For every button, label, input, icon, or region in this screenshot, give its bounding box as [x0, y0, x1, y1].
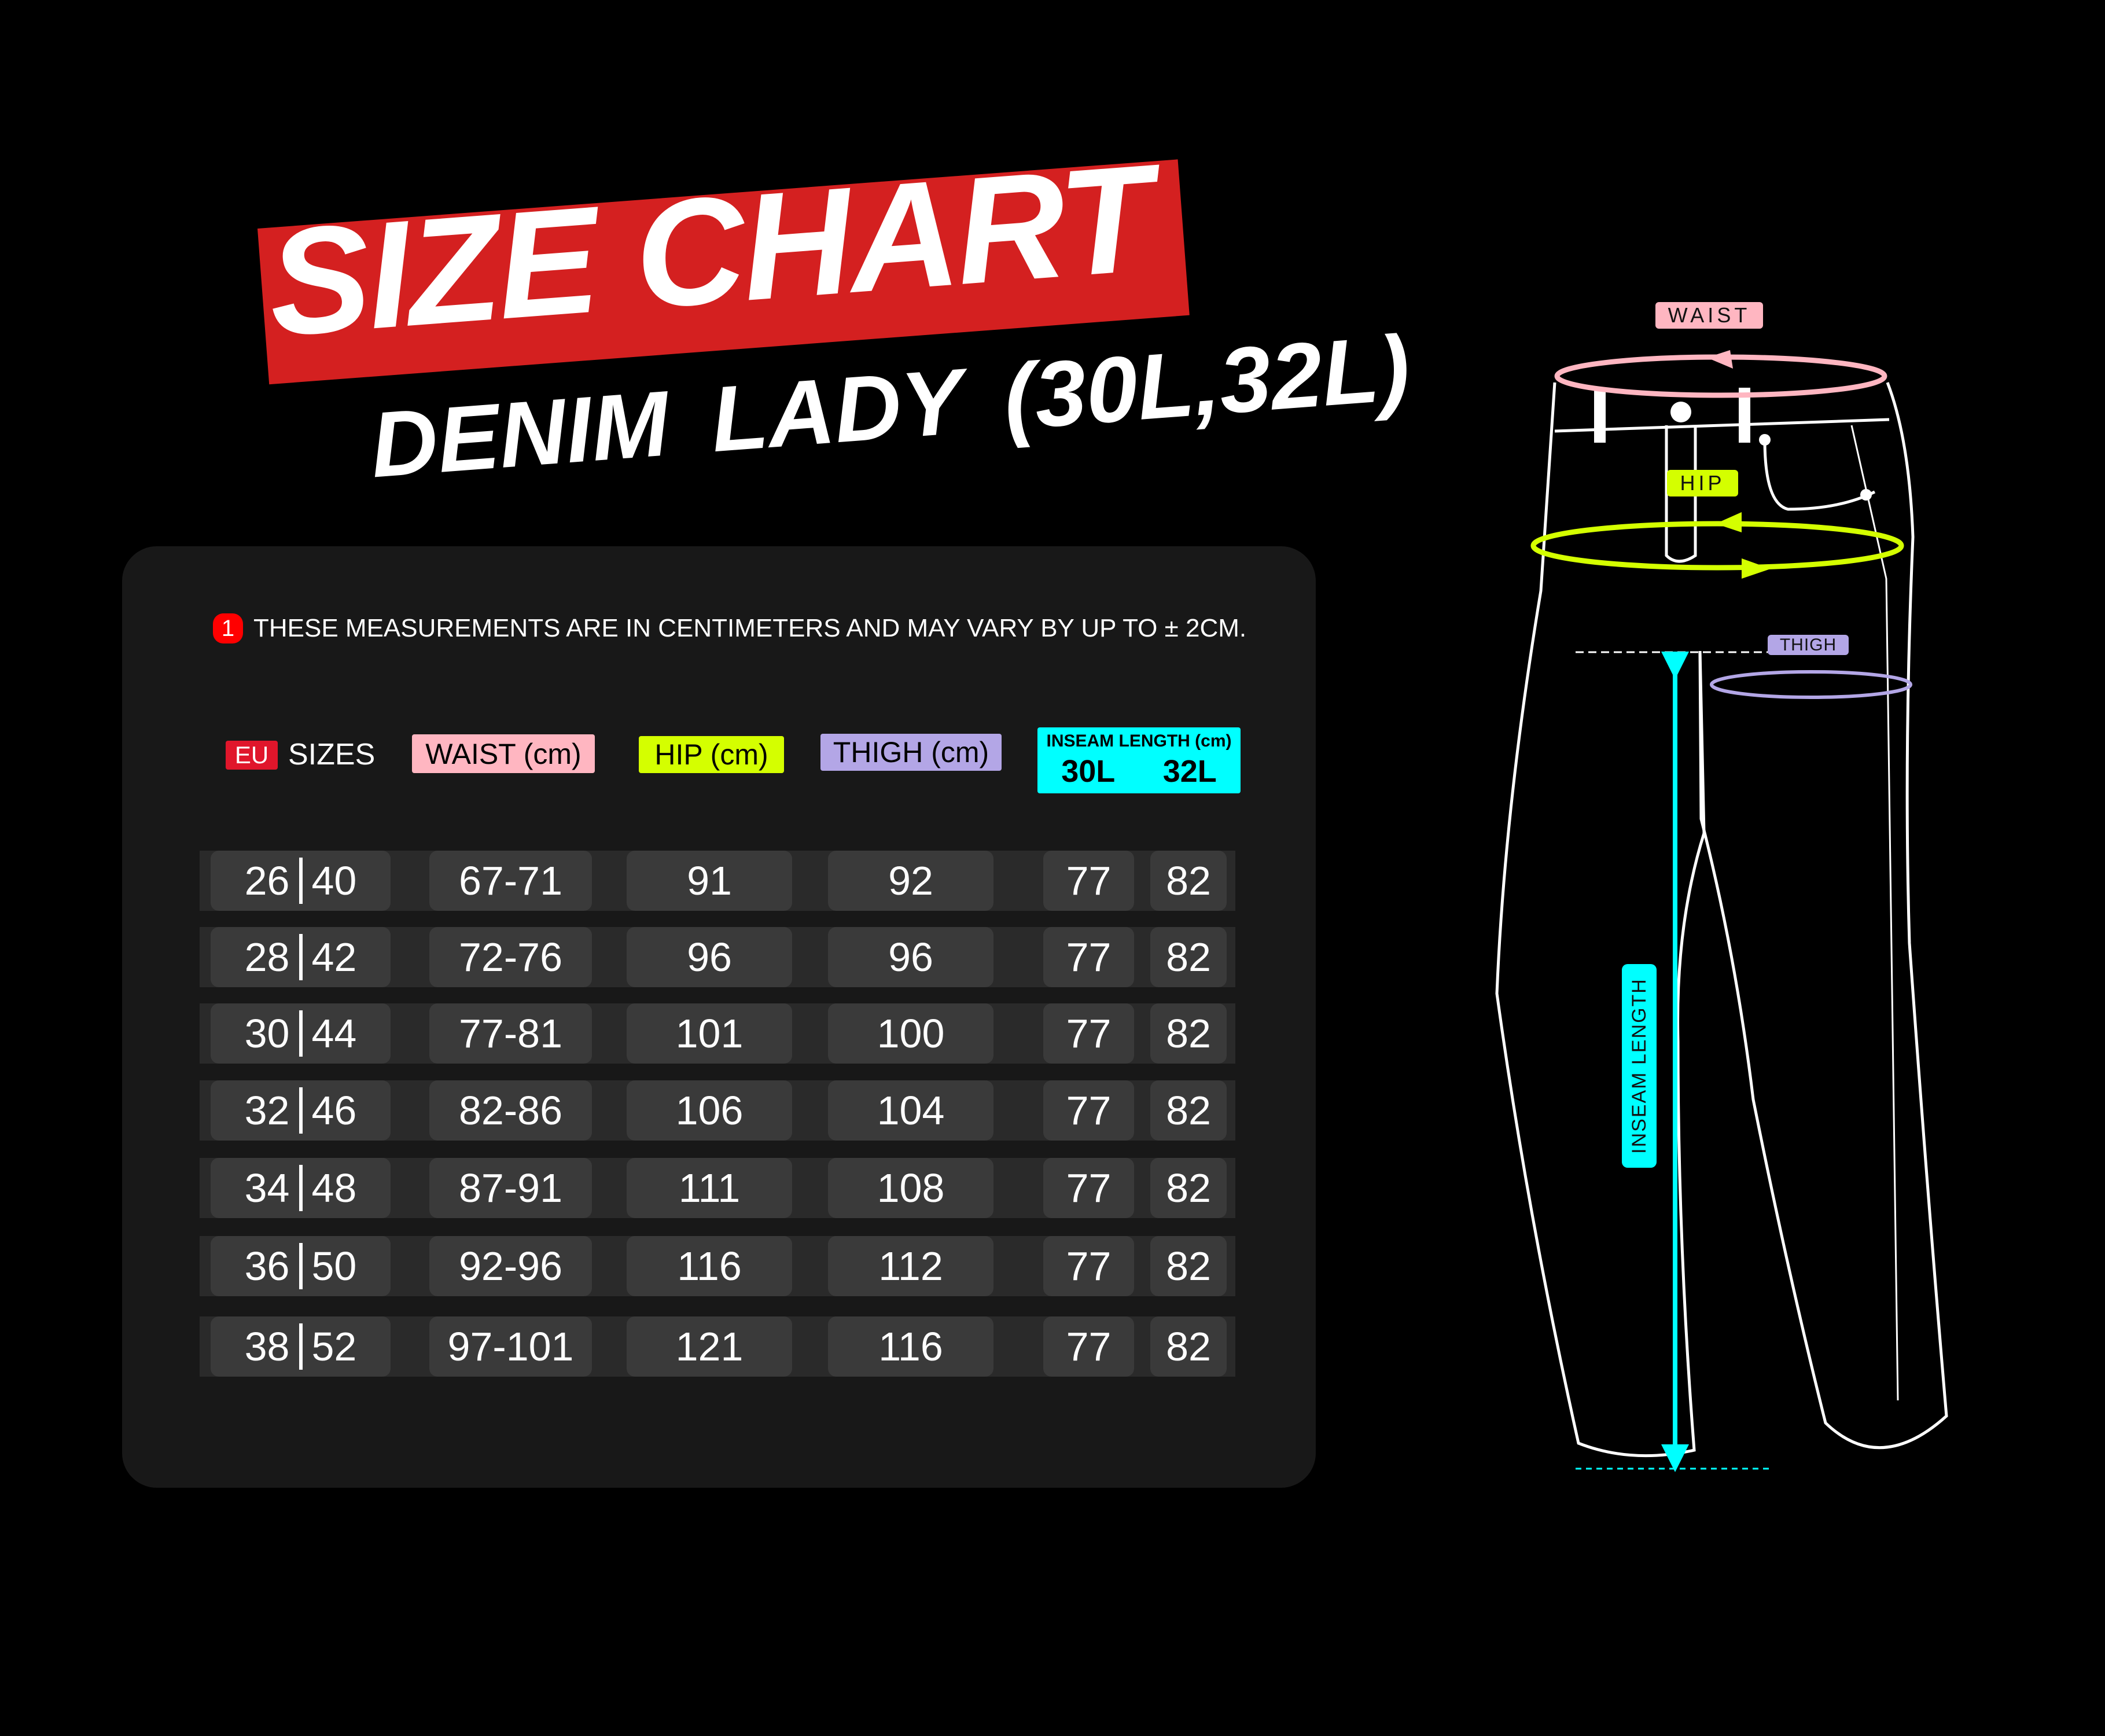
waist-cell: 97-101: [429, 1316, 592, 1377]
thigh-header: THIGH (cm): [820, 734, 1002, 771]
waist-cell: 77-81: [429, 1003, 592, 1064]
hip-cell: 96: [627, 927, 792, 987]
size-eu: 40: [311, 858, 357, 903]
waist-cell: 67-71: [429, 851, 592, 911]
inseam-header: INSEAM LENGTH (cm) 30L 32L: [1037, 727, 1241, 793]
alert-badge-icon: 1: [213, 613, 243, 643]
thigh-cell: 112: [828, 1236, 993, 1296]
l30-cell: 77: [1043, 1158, 1134, 1218]
size-us: 34: [244, 1165, 290, 1211]
thigh-measure-ring: [1710, 670, 1912, 699]
waist-cell: 82-86: [429, 1080, 592, 1141]
hip-cell: 121: [627, 1316, 792, 1377]
size-eu: 42: [311, 935, 357, 980]
sizes-header: SIZES: [288, 738, 376, 771]
size-divider: [299, 1323, 303, 1370]
size-divider: [299, 858, 303, 904]
hip-cell: 111: [627, 1158, 792, 1218]
belt-loops: [1594, 388, 1872, 501]
size-us: 28: [244, 935, 290, 980]
inseam-30l-header: 30L: [1061, 754, 1116, 789]
hip-label: HIP: [1667, 470, 1738, 496]
note-text: THESE MEASUREMENTS ARE IN CENTIMETERS AN…: [253, 614, 1247, 642]
l32-cell: 82: [1150, 1080, 1227, 1141]
l32-cell: 82: [1150, 1236, 1227, 1296]
size-divider: [299, 1165, 303, 1211]
hip-cell: 116: [627, 1236, 792, 1296]
waist-cell: 87-91: [429, 1158, 592, 1218]
size-cell: 36 50: [211, 1236, 391, 1296]
l32-cell: 82: [1150, 851, 1227, 911]
waist-label: WAIST: [1655, 302, 1763, 329]
thigh-cell: 100: [828, 1003, 993, 1064]
size-cell: 38 52: [211, 1316, 391, 1377]
inseam-32l-header: 32L: [1162, 754, 1217, 789]
hip-cell: 106: [627, 1080, 792, 1141]
l32-cell: 82: [1150, 1158, 1227, 1218]
size-cell: 34 48: [211, 1158, 391, 1218]
l32-cell: 82: [1150, 927, 1227, 987]
size-divider: [299, 1087, 303, 1134]
l32-cell: 82: [1150, 1003, 1227, 1064]
size-us: 26: [244, 858, 290, 903]
inseam-label: INSEAM LENGTH: [1622, 964, 1657, 1168]
thigh-cell: 92: [828, 851, 993, 911]
size-cell: 30 44: [211, 1003, 391, 1064]
size-us: 36: [244, 1244, 290, 1289]
size-eu: 44: [311, 1011, 357, 1056]
size-us: 38: [244, 1324, 290, 1369]
pants-outline: [1495, 382, 1948, 1458]
hip-cell: 91: [627, 851, 792, 911]
thigh-cell: 108: [828, 1158, 993, 1218]
waist-cell: 72-76: [429, 927, 592, 987]
thigh-label: THIGH: [1768, 635, 1849, 655]
size-divider: [299, 934, 303, 980]
measurement-note: 1 THESE MEASUREMENTS ARE IN CENTIMETERS …: [213, 613, 1246, 643]
size-cell: 32 46: [211, 1080, 391, 1141]
l30-cell: 77: [1043, 851, 1134, 911]
size-cell: 26 40: [211, 851, 391, 911]
l30-cell: 77: [1043, 1080, 1134, 1141]
l30-cell: 77: [1043, 1236, 1134, 1296]
waist-arrow-icon: [1707, 350, 1733, 369]
size-eu: 46: [311, 1088, 357, 1133]
l32-cell: 82: [1150, 1316, 1227, 1377]
hip-arrow-icon: [1716, 512, 1771, 579]
hip-header: HIP (cm): [639, 736, 784, 773]
inseam-header-title: INSEAM LENGTH (cm): [1046, 731, 1232, 751]
eu-badge: EU: [226, 741, 278, 770]
size-eu: 50: [311, 1244, 357, 1289]
l30-cell: 77: [1043, 927, 1134, 987]
size-eu: 48: [311, 1165, 357, 1211]
l30-cell: 77: [1043, 1003, 1134, 1064]
size-eu: 52: [311, 1324, 357, 1369]
size-us: 30: [244, 1011, 290, 1056]
waist-header: WAIST (cm): [412, 734, 595, 773]
thigh-cell: 116: [828, 1316, 993, 1377]
l30-cell: 77: [1043, 1316, 1134, 1377]
waist-cell: 92-96: [429, 1236, 592, 1296]
size-cell: 28 42: [211, 927, 391, 987]
thigh-cell: 96: [828, 927, 993, 987]
size-divider: [299, 1243, 303, 1289]
thigh-cell: 104: [828, 1080, 993, 1141]
hip-measure-ring: [1530, 521, 1904, 571]
size-divider: [299, 1010, 303, 1057]
hip-cell: 101: [627, 1003, 792, 1064]
size-us: 32: [244, 1088, 290, 1133]
